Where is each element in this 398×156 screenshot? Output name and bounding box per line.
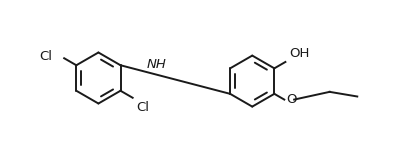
Text: OH: OH bbox=[289, 47, 310, 60]
Text: Cl: Cl bbox=[39, 50, 52, 63]
Text: Cl: Cl bbox=[137, 101, 150, 114]
Text: NH: NH bbox=[147, 58, 167, 71]
Text: O: O bbox=[286, 93, 297, 106]
